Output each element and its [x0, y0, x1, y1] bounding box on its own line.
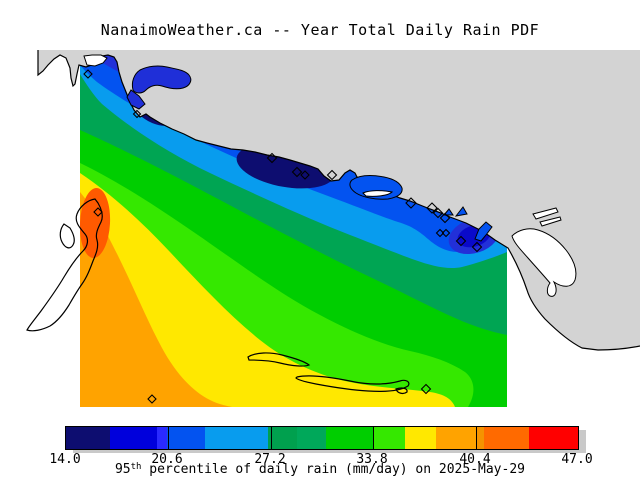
colorbar-segment	[268, 427, 297, 449]
blue-inlet	[131, 65, 192, 94]
coast-outline-left	[26, 198, 103, 332]
island-outline-b	[295, 375, 410, 392]
colorbar-segment	[110, 427, 157, 449]
colorbar-segment	[66, 427, 110, 449]
station-diamond-marker	[405, 197, 417, 209]
colorbar-tick-label: 33.8	[356, 452, 388, 467]
station-diamond-marker	[147, 394, 157, 404]
white-inlet-finger-2	[539, 216, 562, 227]
white-bay	[83, 54, 108, 67]
colorbar-segment	[436, 427, 476, 449]
blue-inlet-channel	[126, 89, 146, 110]
colorbar-tick-label: 40.4	[459, 452, 491, 467]
colorbar-segment	[205, 427, 268, 449]
page-title: NanaimoWeather.ca -- Year Total Daily Ra…	[100, 21, 540, 39]
colorbar-tick	[476, 427, 477, 449]
caption-number: 95	[114, 462, 131, 477]
station-diamond-marker	[93, 207, 103, 217]
island-outline-a	[247, 352, 311, 367]
colorbar-segment	[326, 427, 373, 449]
station-diamond-marker	[420, 383, 432, 395]
station-diamond-marker	[326, 169, 338, 181]
colorbar	[65, 426, 579, 450]
station-diamond-marker	[300, 170, 310, 180]
colorbar-segment	[167, 427, 205, 449]
island-outline-hook	[395, 387, 408, 395]
colorbar-tick-label: 27.2	[254, 452, 286, 467]
station-diamond-marker	[426, 202, 438, 214]
station-diamond-marker	[83, 69, 93, 79]
caption: 95th percentile of daily rain (mm/day) o…	[0, 462, 640, 477]
contour-map	[26, 50, 640, 407]
station-diamond-marker	[471, 241, 483, 253]
white-inlet-finger-1	[532, 207, 559, 220]
station-diamond-marker	[435, 228, 445, 238]
blue-notch-2	[442, 208, 454, 216]
white-peninsula	[511, 228, 577, 297]
station-diamond-marker	[439, 212, 451, 224]
colorbar-tick-label: 14.0	[49, 452, 81, 467]
arm-island-sliver	[362, 190, 394, 197]
station-diamond-marker	[132, 109, 142, 119]
caption-text: percentile of daily rain (mm/day) on 202…	[141, 462, 525, 477]
blue-notch-finger	[474, 221, 493, 242]
colorbar-segment	[405, 427, 436, 449]
colorbar-segment	[297, 427, 326, 449]
blue-notch-1	[454, 206, 468, 217]
colorbar-tick	[168, 427, 169, 449]
station-diamond-marker	[455, 235, 467, 247]
colorbar-tick	[373, 427, 374, 449]
colorbar-segment	[373, 427, 405, 449]
caption-superscript: th	[130, 462, 142, 472]
colorbar-segment	[157, 427, 167, 449]
station-diamond-marker	[432, 207, 444, 219]
colorbar-tick	[271, 427, 272, 449]
colorbar-segment	[529, 427, 578, 449]
colorbar-tick-label: 20.6	[151, 452, 183, 467]
land-mass	[38, 50, 640, 350]
contour-orange	[80, 192, 232, 407]
station-markers	[83, 69, 483, 404]
contour-yellow	[80, 173, 455, 407]
station-diamond-marker	[291, 166, 303, 178]
colorbar-segment	[476, 427, 484, 449]
station-diamond-marker	[441, 228, 451, 238]
coast-outline-left-islet	[59, 223, 75, 249]
colorbar-tick-label: 47.0	[561, 452, 593, 467]
station-diamond-marker	[266, 152, 278, 164]
colorbar-segment	[484, 427, 529, 449]
